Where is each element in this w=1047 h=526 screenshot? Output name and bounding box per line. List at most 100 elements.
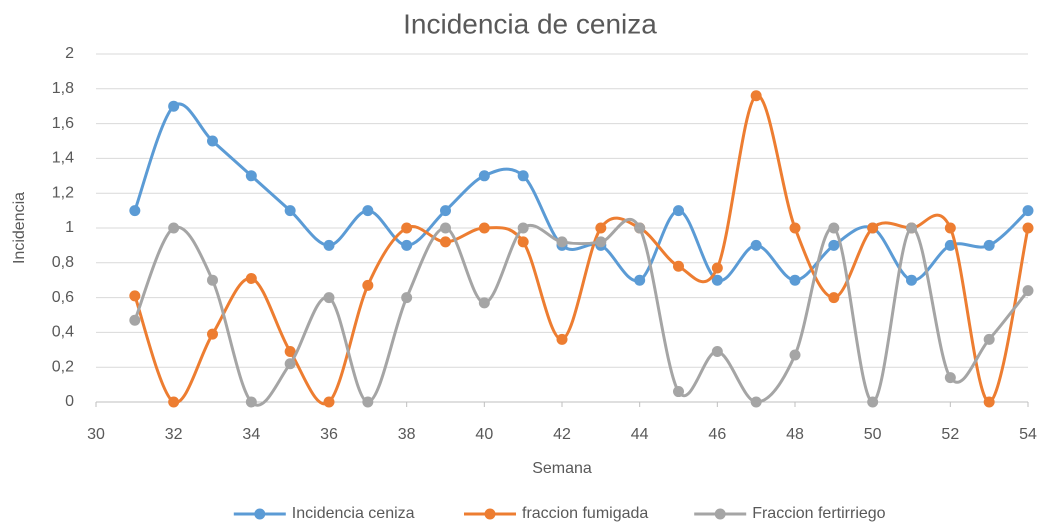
data-point (362, 205, 374, 217)
data-point (867, 222, 879, 234)
data-point (517, 222, 529, 234)
x-tick-label: 32 (165, 426, 183, 443)
data-point (245, 396, 257, 408)
data-point (828, 222, 840, 234)
data-point (1022, 222, 1034, 234)
data-point (401, 292, 413, 304)
data-point (673, 386, 684, 398)
x-tick-label: 34 (242, 426, 260, 443)
data-point (517, 236, 529, 248)
data-point (323, 239, 335, 251)
data-point (440, 205, 451, 217)
data-point (284, 205, 296, 217)
data-point (478, 222, 490, 234)
data-point (207, 328, 218, 340)
data-point (906, 274, 917, 286)
data-point (284, 346, 296, 358)
data-point (983, 396, 995, 408)
x-tick-label: 50 (864, 426, 882, 443)
data-point (1022, 285, 1034, 297)
y-tick-label: 0,4 (52, 324, 74, 341)
y-tick-label: 1,2 (52, 184, 74, 201)
legend-label: fraccion fumigada (522, 505, 648, 522)
legend-marker (484, 508, 496, 520)
data-point (323, 396, 335, 408)
chart-title: Incidencia de ceniza (403, 8, 657, 39)
y-tick-label: 1,4 (52, 150, 74, 167)
data-point (1022, 205, 1034, 217)
data-point (517, 170, 529, 182)
data-point (556, 333, 568, 345)
series-line (133, 102, 1030, 283)
data-point (983, 333, 995, 345)
data-point (323, 292, 335, 304)
x-tick-label: 48 (786, 426, 804, 443)
data-point (207, 135, 218, 147)
data-point (634, 222, 646, 234)
data-point (595, 222, 607, 234)
data-point (711, 274, 723, 286)
data-point (440, 236, 451, 248)
data-point (944, 239, 956, 251)
x-tick-label: 38 (398, 426, 416, 443)
series-line (133, 94, 1030, 406)
x-tick-label: 42 (553, 426, 571, 443)
data-point (828, 292, 840, 304)
legend-label: Fraccion fertirriego (752, 505, 885, 522)
y-tick-label: 1,8 (52, 80, 74, 97)
data-point (867, 396, 879, 408)
data-point (828, 239, 840, 251)
data-point (401, 239, 413, 251)
x-tick-label: 54 (1019, 426, 1037, 443)
data-point (595, 236, 607, 248)
legend-marker (254, 508, 266, 520)
y-tick-label: 2 (65, 45, 74, 62)
data-point (556, 236, 568, 248)
x-tick-label: 30 (87, 426, 105, 443)
data-point (750, 239, 762, 251)
y-tick-label: 0,8 (52, 254, 74, 271)
data-point (129, 290, 141, 302)
data-point (673, 260, 684, 272)
y-tick-label: 0,2 (52, 358, 74, 375)
data-point (789, 222, 801, 234)
x-tick-label: 46 (708, 426, 726, 443)
data-point (789, 349, 801, 361)
x-tick-label: 52 (941, 426, 959, 443)
y-tick-label: 1 (65, 219, 74, 236)
data-point (478, 170, 490, 182)
x-tick-label: 44 (631, 426, 649, 443)
data-point (245, 272, 257, 284)
data-point (168, 396, 180, 408)
data-point (168, 222, 180, 234)
data-point (750, 396, 762, 408)
y-tick-label: 1,6 (52, 115, 74, 132)
data-point (711, 262, 723, 274)
y-tick-label: 0 (65, 393, 74, 410)
data-point (207, 274, 218, 286)
data-point (789, 274, 801, 286)
data-point (944, 372, 956, 384)
x-tick-label: 36 (320, 426, 338, 443)
legend-marker (714, 508, 726, 520)
data-point (284, 358, 296, 370)
data-point (906, 222, 917, 234)
data-point (245, 170, 257, 182)
x-tick-label: 40 (475, 426, 493, 443)
y-tick-label: 0,6 (52, 289, 74, 306)
data-point (750, 90, 762, 102)
data-point (129, 205, 141, 217)
data-point (362, 396, 374, 408)
data-point (129, 314, 141, 326)
x-axis-label: Semana (532, 460, 592, 477)
data-point (634, 274, 646, 286)
data-point (362, 279, 374, 291)
data-point (440, 222, 451, 234)
data-point (944, 222, 956, 234)
data-point (711, 346, 723, 358)
data-point (168, 100, 180, 112)
y-axis-label: Incidencia (11, 192, 28, 264)
data-point (478, 297, 490, 309)
legend-label: Incidencia ceniza (292, 505, 415, 522)
